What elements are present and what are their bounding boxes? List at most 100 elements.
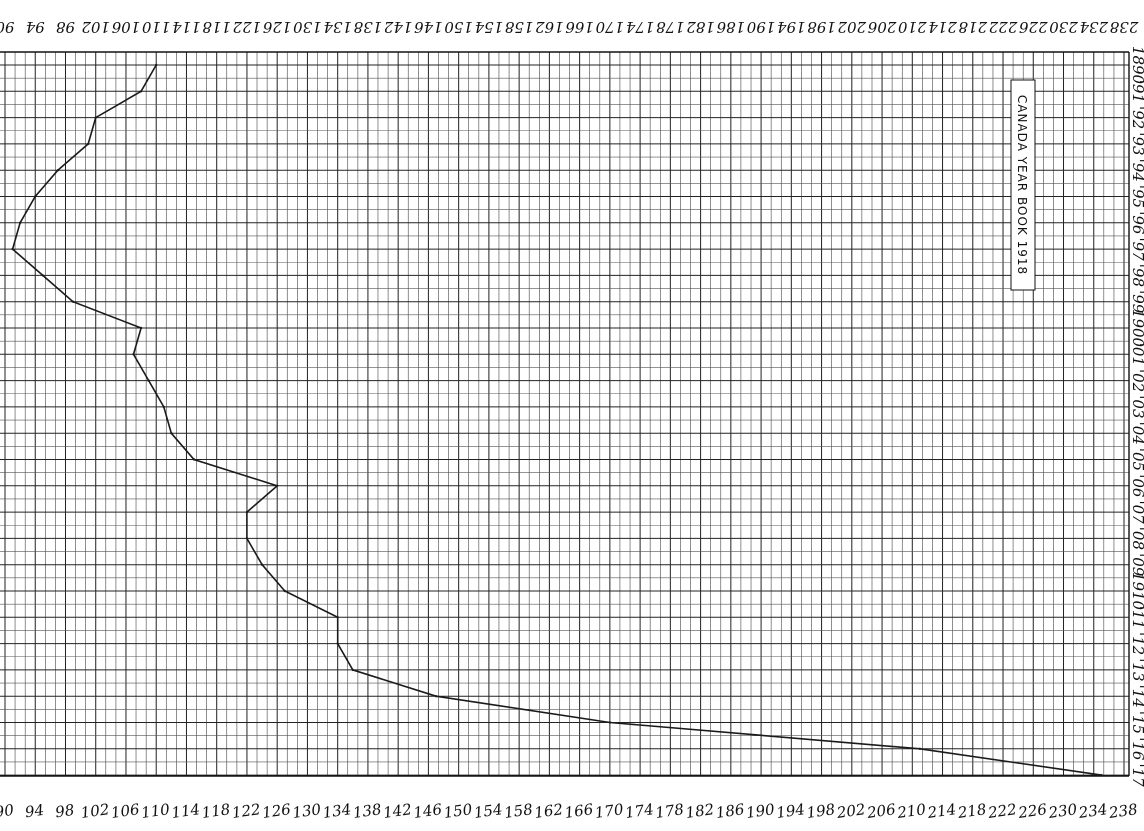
value-tick-label-top: 198	[807, 18, 836, 36]
value-tick-label-bottom: 122	[231, 800, 262, 822]
year-tick-label: '93	[1129, 132, 1144, 155]
value-tick-label-top: 158	[505, 18, 534, 36]
data-point	[434, 695, 438, 698]
value-tick-label-top: 134	[323, 18, 352, 36]
value-tick-label-bottom: 114	[170, 800, 201, 822]
value-tick-label-bottom: 238	[1107, 800, 1139, 822]
year-tick-label: '13	[1129, 658, 1144, 681]
value-tick-label-top: 110	[141, 18, 170, 36]
year-tick-label: '14	[1129, 685, 1144, 708]
data-point	[275, 484, 279, 487]
year-tick-label: '05	[1129, 448, 1144, 471]
value-tick-label-top: 138	[354, 18, 383, 36]
value-tick-label-top: 162	[535, 18, 564, 36]
year-tick-label: '97	[1129, 237, 1144, 261]
value-tick-label-top: 102	[81, 18, 110, 36]
data-point	[192, 458, 196, 461]
year-tick-label: '02	[1129, 369, 1144, 392]
value-tick-label-top: 114	[172, 18, 201, 36]
value-tick-label-top: 206	[867, 18, 897, 36]
data-point	[283, 589, 286, 593]
data-point	[18, 221, 22, 224]
value-tick-label-top: 166	[565, 18, 594, 36]
year-tick-label: '92	[1129, 106, 1144, 129]
value-tick-label-top: 182	[686, 18, 715, 36]
value-tick-label-bottom: 210	[895, 800, 927, 822]
data-point	[336, 616, 339, 619]
value-tick-label-bottom: 198	[805, 800, 836, 822]
value-tick-label-bottom: 182	[684, 800, 715, 822]
value-tick-label-bottom: 154	[473, 800, 504, 822]
value-tick-label-bottom: 234	[1077, 800, 1109, 822]
year-tick-label: '95	[1129, 185, 1144, 208]
data-point	[94, 116, 97, 119]
value-tick-label-bottom: 98	[54, 801, 75, 821]
value-tick-label-top: 94	[26, 18, 45, 36]
value-tick-label-bottom: 94	[24, 801, 45, 821]
caption-frame	[1010, 79, 1036, 291]
data-point	[336, 642, 339, 645]
value-tick-label-bottom: 226	[1016, 800, 1048, 822]
year-tick-label: '91	[1129, 80, 1144, 103]
data-point	[245, 537, 249, 540]
value-tick-label-top: 154	[475, 18, 504, 36]
value-tick-label-bottom: 146	[412, 800, 443, 822]
value-tick-label-top: 178	[656, 18, 685, 36]
data-point	[56, 169, 60, 172]
year-tick-label: '08	[1129, 527, 1144, 550]
value-tick-label-bottom: 230	[1046, 800, 1078, 822]
value-tick-label-top: 238	[1110, 18, 1140, 36]
data-point	[155, 63, 158, 67]
data-point	[86, 142, 90, 146]
year-tick-label: '16	[1129, 737, 1144, 761]
value-tick-label-top: 186	[716, 18, 745, 36]
value-tick-label-bottom: 106	[110, 800, 141, 822]
value-tick-label-top: 218	[958, 18, 988, 36]
caption-text: CANADA YEAR BOOK 1918	[1015, 95, 1029, 275]
value-tick-label-bottom: 214	[925, 800, 957, 822]
data-point	[1100, 773, 1103, 777]
year-tick-label: '17	[1129, 763, 1144, 787]
year-tick-label: '11	[1129, 606, 1144, 629]
value-tick-label-bottom: 206	[865, 800, 897, 822]
year-tick-label: '12	[1129, 632, 1144, 655]
grid-lines	[0, 51, 1130, 777]
data-point	[139, 90, 143, 93]
value-tick-label-top: 194	[777, 18, 806, 36]
value-tick-label-top: 210	[898, 18, 928, 36]
data-point	[608, 721, 612, 724]
value-tick-label-bottom: 170	[594, 800, 625, 822]
year-tick-label: '15	[1129, 711, 1144, 734]
year-tick-label: '04	[1129, 422, 1144, 445]
year-tick-label: '03	[1129, 395, 1144, 418]
value-tick-label-bottom: 178	[654, 800, 685, 822]
value-tick-label-top: 122	[233, 18, 262, 36]
data-point	[245, 510, 249, 514]
data-point	[139, 326, 143, 330]
data-point	[11, 247, 14, 251]
value-tick-label-bottom: 166	[563, 800, 594, 822]
series-layer	[11, 63, 1103, 777]
value-tick-label-bottom: 102	[80, 800, 111, 822]
value-tick-label-top: 126	[262, 18, 291, 36]
value-tick-label-top: 90	[0, 18, 15, 36]
year-tick-label: 1890	[1129, 46, 1144, 85]
value-axis-top: 9094981021061101141181221261301341381421…	[0, 18, 1139, 36]
value-tick-label-top: 226	[1019, 18, 1049, 36]
value-tick-label-top: 142	[384, 18, 413, 36]
data-point	[918, 747, 922, 750]
data-point	[41, 274, 45, 277]
value-tick-label-top: 118	[202, 18, 231, 36]
value-tick-label-bottom: 194	[775, 800, 806, 822]
value-tick-label-bottom: 202	[835, 800, 867, 822]
data-point	[71, 300, 75, 303]
value-tick-label-bottom: 110	[140, 800, 171, 822]
value-tick-label-top: 150	[444, 18, 473, 36]
value-tick-label-bottom: 138	[352, 800, 383, 822]
value-tick-label-top: 106	[111, 18, 140, 36]
value-tick-label-bottom: 158	[503, 800, 534, 822]
data-point	[147, 379, 150, 382]
year-tick-label: '98	[1129, 264, 1144, 287]
data-point	[34, 195, 37, 198]
